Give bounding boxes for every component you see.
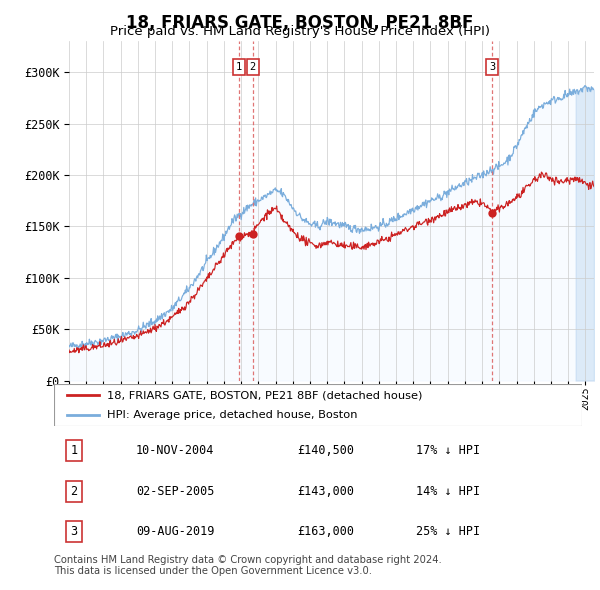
Text: 09-AUG-2019: 09-AUG-2019 [136,525,214,538]
Text: Contains HM Land Registry data © Crown copyright and database right 2024.
This d: Contains HM Land Registry data © Crown c… [54,555,442,576]
Text: Price paid vs. HM Land Registry's House Price Index (HPI): Price paid vs. HM Land Registry's House … [110,25,490,38]
Text: £140,500: £140,500 [297,444,354,457]
Text: £163,000: £163,000 [297,525,354,538]
Text: 18, FRIARS GATE, BOSTON, PE21 8BF (detached house): 18, FRIARS GATE, BOSTON, PE21 8BF (detac… [107,391,422,401]
Text: 2: 2 [71,484,77,498]
Text: £143,000: £143,000 [297,484,354,498]
Text: 3: 3 [71,525,77,538]
Text: 1: 1 [236,62,242,72]
Text: 3: 3 [490,62,496,72]
FancyBboxPatch shape [54,384,582,426]
Text: 18, FRIARS GATE, BOSTON, PE21 8BF: 18, FRIARS GATE, BOSTON, PE21 8BF [127,14,473,32]
Text: 17% ↓ HPI: 17% ↓ HPI [416,444,480,457]
Text: 10-NOV-2004: 10-NOV-2004 [136,444,214,457]
Text: 2: 2 [250,62,256,72]
Text: 25% ↓ HPI: 25% ↓ HPI [416,525,480,538]
Text: HPI: Average price, detached house, Boston: HPI: Average price, detached house, Bost… [107,410,358,420]
Text: 1: 1 [71,444,77,457]
Text: 02-SEP-2005: 02-SEP-2005 [136,484,214,498]
Text: 14% ↓ HPI: 14% ↓ HPI [416,484,480,498]
